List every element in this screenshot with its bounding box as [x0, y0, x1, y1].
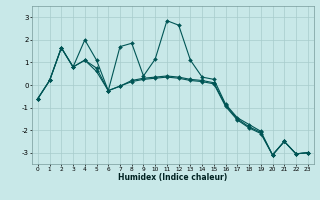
X-axis label: Humidex (Indice chaleur): Humidex (Indice chaleur): [118, 173, 228, 182]
